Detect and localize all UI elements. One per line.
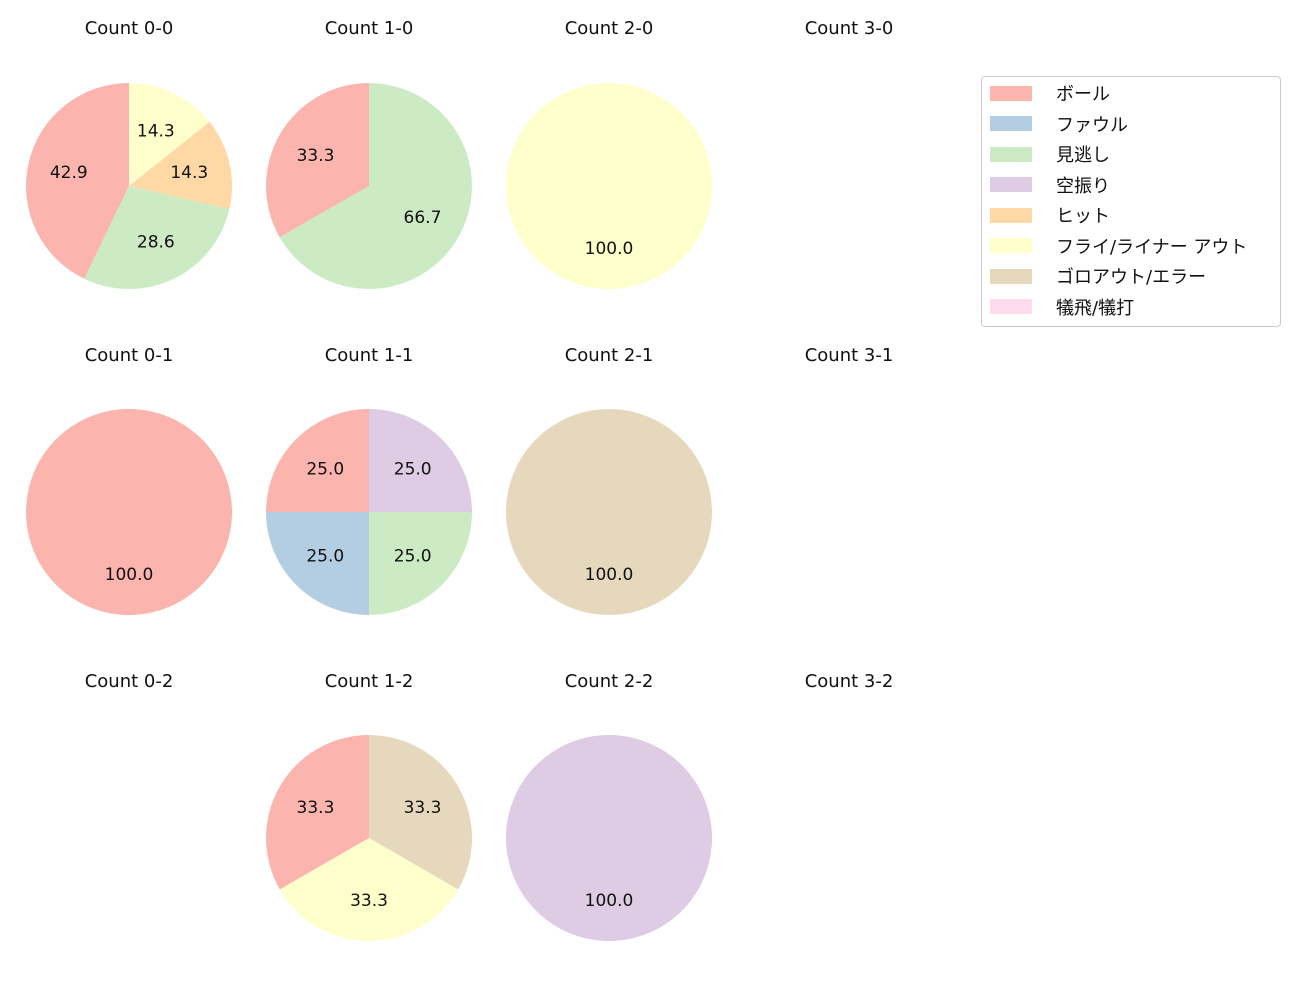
slice-label: 33.3 — [404, 798, 442, 818]
legend-item: ボール — [990, 82, 1110, 105]
slice-label: 25.0 — [394, 459, 432, 479]
legend-swatch — [990, 177, 1032, 192]
legend-label: ヒット — [1056, 206, 1110, 227]
pie-title: Count 1-2 — [324, 671, 414, 692]
slice-label: 100.0 — [105, 565, 154, 585]
legend-swatch — [990, 116, 1032, 131]
slice-label: 25.0 — [394, 547, 432, 567]
legend-label: ゴロアウト/エラー — [1056, 267, 1207, 288]
slice-label: 66.7 — [404, 208, 442, 228]
legend-item: ゴロアウト/エラー — [990, 265, 1207, 288]
slice-label: 33.3 — [297, 798, 335, 818]
slice-label: 28.6 — [137, 233, 175, 253]
legend-label: 犠飛/犠打 — [1056, 297, 1135, 319]
slice-label: 25.0 — [306, 459, 344, 479]
pie-slice — [369, 735, 472, 890]
legend-label: ボール — [1056, 84, 1110, 105]
pie-slice — [84, 186, 230, 289]
pie-slice — [506, 409, 712, 615]
pie-title: Count 2-1 — [564, 345, 654, 366]
slice-label: 100.0 — [585, 239, 634, 259]
legend-swatch — [990, 207, 1032, 223]
slice-label: 14.3 — [170, 163, 208, 183]
pie-title: Count 3-1 — [804, 345, 894, 366]
pie-title: Count 1-1 — [324, 345, 414, 366]
pie-slice — [129, 83, 210, 186]
legend-swatch — [990, 146, 1032, 162]
pie-slice — [279, 83, 472, 289]
pie-title: Count 2-2 — [564, 671, 654, 692]
pie-slice — [266, 409, 369, 512]
legend-swatch — [990, 268, 1032, 284]
legend-label: 空振り — [1056, 175, 1110, 197]
pie-slice — [369, 512, 472, 615]
legend-item: 犠飛/犠打 — [990, 296, 1135, 319]
slice-label: 100.0 — [585, 565, 634, 585]
pie-slice — [266, 735, 369, 890]
pie-slice — [265, 83, 369, 238]
pie-title: Count 0-0 — [84, 18, 174, 39]
legend-item: フライ/ライナー アウト — [990, 235, 1248, 258]
pie-title: Count 3-2 — [804, 671, 894, 692]
pie-slice — [369, 409, 472, 512]
slice-label: 100.0 — [585, 891, 634, 911]
legend-swatch — [990, 238, 1032, 253]
slice-label: 33.3 — [297, 146, 335, 166]
slice-label: 42.9 — [50, 163, 88, 183]
pie-slice — [506, 735, 712, 941]
legend-item: ヒット — [990, 204, 1110, 227]
legend-item: ファウル — [990, 113, 1128, 136]
pie-slice — [129, 121, 232, 209]
pie-slice — [25, 83, 129, 279]
slice-label: 25.0 — [306, 547, 344, 567]
pie-title: Count 0-1 — [84, 345, 174, 366]
legend-item: 空振り — [990, 174, 1110, 197]
pie-title: Count 3-0 — [804, 18, 894, 39]
pie-slice — [266, 512, 369, 615]
legend-label: フライ/ライナー アウト — [1056, 236, 1248, 258]
pie-slice — [26, 409, 232, 615]
legend: ボールファウル見逃し空振りヒットフライ/ライナー アウト ゴロアウト/エラー 犠飛/… — [981, 76, 1281, 327]
pie-slice — [506, 83, 712, 289]
pie-title: Count 0-2 — [84, 671, 174, 692]
legend-label: ファウル — [1056, 114, 1128, 136]
pie-title: Count 2-0 — [564, 18, 654, 39]
legend-swatch — [990, 85, 1032, 101]
legend-label: 見逃し — [1056, 145, 1110, 166]
legend-swatch — [990, 299, 1032, 314]
legend-item: 見逃し — [990, 143, 1110, 166]
slice-label: 14.3 — [137, 121, 175, 141]
slice-label: 33.3 — [350, 891, 388, 911]
pie-title: Count 1-0 — [324, 18, 414, 39]
